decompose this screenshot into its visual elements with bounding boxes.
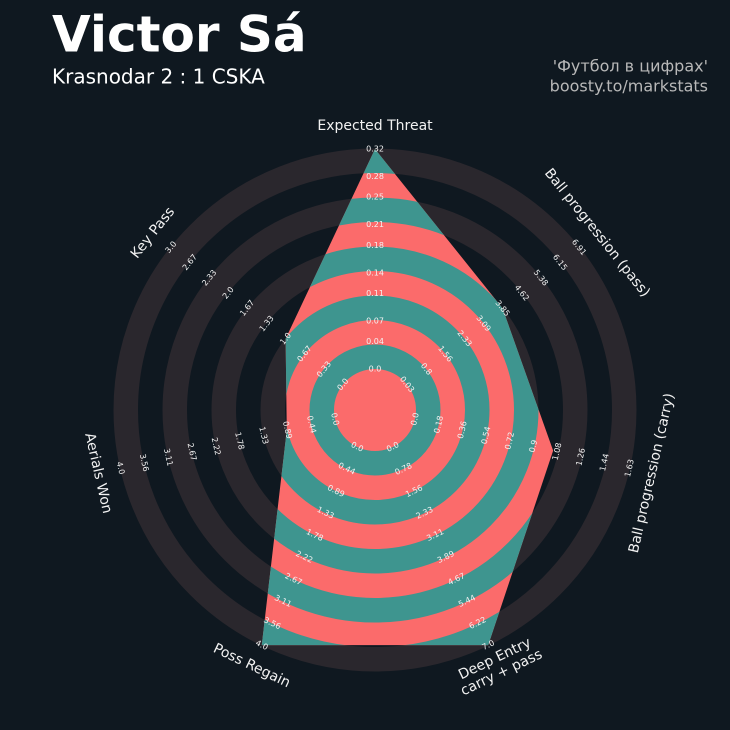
tick-label: 2.22 bbox=[210, 437, 223, 456]
tick-label: 1.44 bbox=[598, 453, 611, 472]
axis-label: Expected Threat bbox=[317, 118, 433, 134]
tick-label: 0.18 bbox=[432, 415, 445, 434]
tick-label: 0.0 bbox=[409, 412, 421, 426]
tick-label: 0.32 bbox=[366, 145, 384, 154]
ring bbox=[261, 246, 539, 574]
tick-label: 0.28 bbox=[366, 172, 384, 181]
ring bbox=[261, 197, 554, 623]
tick-label: 0.11 bbox=[366, 289, 384, 298]
tick-label: 3.11 bbox=[162, 448, 175, 467]
tick-label: 1.63 bbox=[623, 458, 636, 477]
tick-label: 0.36 bbox=[456, 420, 469, 439]
chart-subtitle: Krasnodar 2 : 1 CSKA bbox=[52, 65, 265, 89]
tick-label: 0.25 bbox=[366, 193, 384, 202]
tick-label: 0.14 bbox=[366, 268, 384, 277]
tick-label: 0.89 bbox=[281, 420, 294, 439]
tick-label: 4.0 bbox=[115, 461, 127, 475]
ring bbox=[261, 149, 554, 646]
tick-label: 0.54 bbox=[480, 426, 493, 445]
tick-label: 1.78 bbox=[233, 431, 246, 450]
tick-label: 0.04 bbox=[366, 337, 384, 346]
tick-label: 0.72 bbox=[503, 431, 516, 450]
tick-label: 0.44 bbox=[305, 415, 318, 434]
ring bbox=[309, 344, 441, 476]
tick-label: 0.07 bbox=[366, 316, 384, 325]
tick-label: 0.9 bbox=[528, 439, 540, 453]
chart-title: Victor Sá bbox=[52, 6, 307, 64]
tick-label: 0.21 bbox=[366, 220, 384, 229]
tick-label: 0.0 bbox=[369, 365, 382, 374]
tick-label: 2.67 bbox=[185, 442, 198, 461]
credit: boosty.to/markstats bbox=[550, 77, 708, 96]
tick-label: 0.18 bbox=[366, 241, 384, 250]
tick-label: 0.0 bbox=[329, 412, 341, 426]
tick-label: 1.33 bbox=[257, 426, 270, 445]
tick-label: 3.56 bbox=[138, 453, 151, 472]
credit: 'Футбол в цифрах' bbox=[553, 57, 708, 76]
tick-label: 1.26 bbox=[574, 447, 587, 466]
tick-label: 1.08 bbox=[551, 442, 564, 461]
